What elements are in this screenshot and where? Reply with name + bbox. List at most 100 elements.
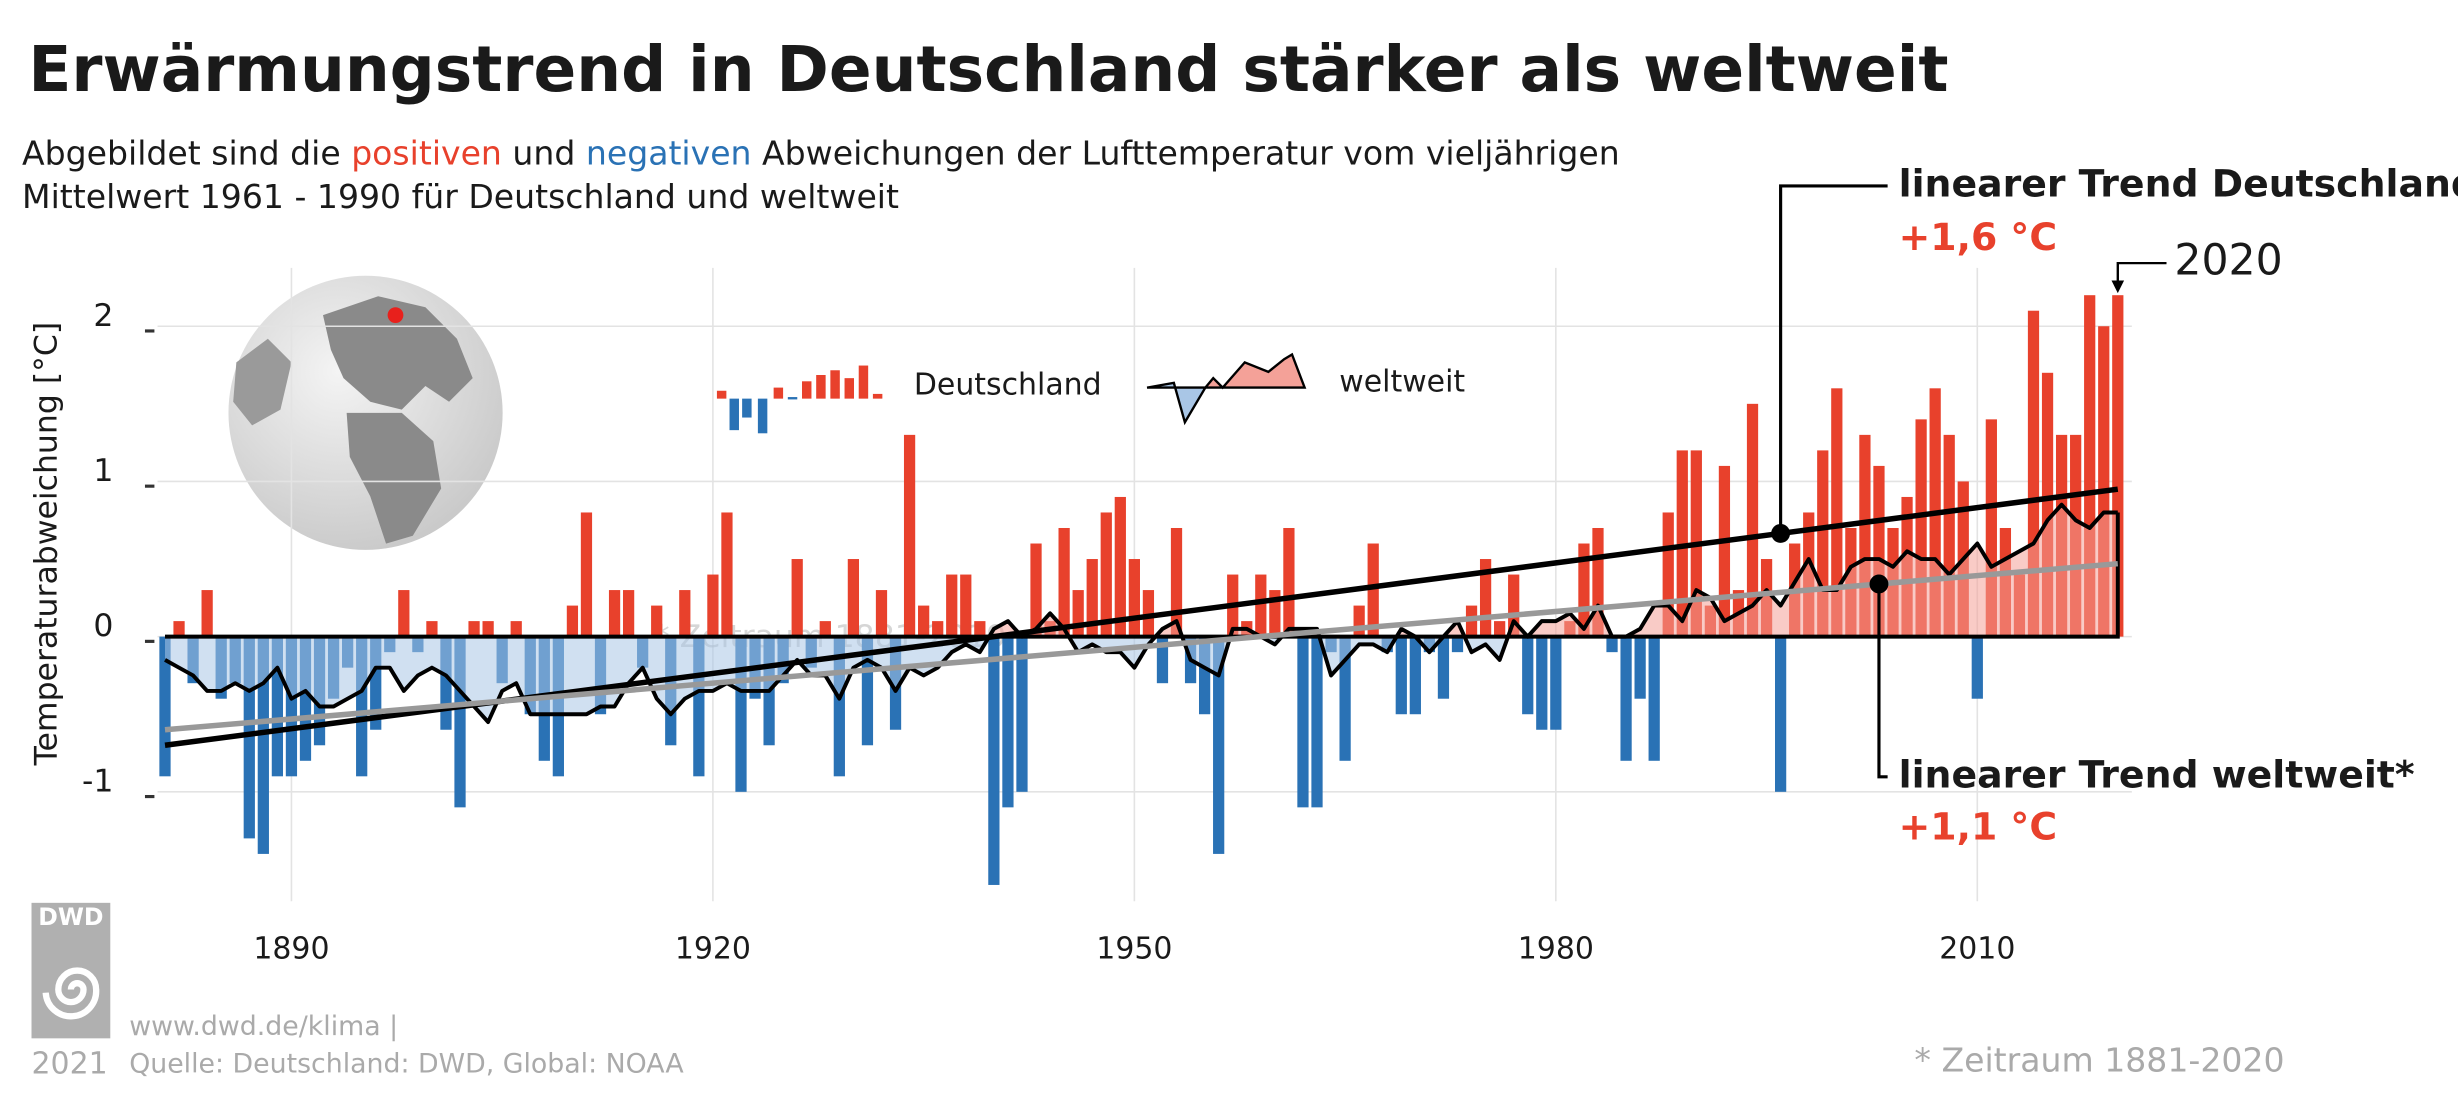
bar [454, 636, 466, 808]
bar [1311, 636, 1323, 808]
subtitle-part: Abgebildet sind die [22, 133, 351, 172]
subtitle: Abgebildet sind die positiven und negati… [22, 133, 1620, 172]
trend-change: +1,1 °C [1899, 804, 2057, 848]
bar [1592, 527, 1604, 637]
bar [2084, 295, 2096, 637]
bar [1016, 636, 1028, 792]
bar [1072, 590, 1084, 637]
bar [1086, 559, 1098, 637]
bar [1606, 636, 1618, 653]
bar [173, 621, 185, 637]
bar [1494, 621, 1506, 637]
bar [482, 621, 494, 637]
x-tick-label: 1920 [675, 932, 751, 967]
bar [257, 636, 269, 854]
y-axis-label: Temperaturabweichung [°C] [28, 322, 64, 767]
bar [1479, 559, 1492, 637]
bar [932, 621, 944, 637]
area-positive [989, 504, 2118, 637]
chart-title: Erwärmungstrend in Deutschland stärker a… [28, 33, 1948, 106]
bar [1620, 636, 1632, 761]
bar [1718, 465, 1731, 637]
subtitle-part: und [502, 133, 586, 172]
bar [510, 621, 522, 637]
callout-arrow [2116, 261, 2167, 287]
bar [1002, 636, 1014, 808]
bar [1943, 434, 1955, 637]
x-tick-label: 1890 [253, 932, 329, 967]
bar [1283, 527, 1295, 637]
y-tick-label: 2 [93, 298, 113, 334]
bar [622, 590, 635, 637]
trend-marker [1869, 574, 1889, 594]
bar [861, 636, 874, 746]
bar [1676, 450, 1688, 637]
bar [791, 559, 803, 637]
bar [1508, 574, 1520, 637]
bar [2098, 326, 2110, 637]
logo-text: DWD [38, 903, 103, 931]
x-tick-label: 2010 [1939, 932, 2015, 967]
bar [679, 590, 691, 637]
bar [903, 434, 916, 637]
bar [440, 636, 452, 730]
bar [468, 621, 480, 637]
subtitle-positive: positiven [351, 133, 502, 172]
bar [1817, 450, 1829, 637]
bar [707, 574, 719, 637]
bar [875, 590, 888, 637]
bar [1100, 512, 1112, 637]
legend-icon-bars [716, 365, 883, 434]
leader-line [1877, 583, 1888, 779]
legend: Deutschland weltweit [716, 352, 1465, 434]
bar [1030, 543, 1042, 637]
bar [370, 636, 382, 730]
legend-icon-area [1146, 352, 1307, 426]
y-tick-label: -1 [82, 763, 113, 799]
bar [299, 636, 312, 761]
bar [1648, 636, 1660, 761]
subtitle-part: Abweichungen der Lufttemperatur vom viel… [752, 133, 1620, 172]
x-tick-label: 1980 [1518, 932, 1594, 967]
bar [1142, 590, 1155, 637]
logo-spiral [42, 967, 100, 1020]
bar [1213, 636, 1225, 854]
leader-line [1779, 184, 1888, 534]
callout-label: 2020 [2174, 237, 2282, 286]
bar [735, 636, 747, 792]
bar [1395, 636, 1407, 715]
bar [819, 621, 831, 637]
bar [693, 636, 705, 777]
line [164, 502, 2118, 724]
bar [580, 512, 593, 637]
bar [2112, 295, 2124, 637]
bar [1058, 527, 1070, 637]
trend-change: +1,6 °C [1899, 215, 2057, 259]
bar [566, 605, 579, 637]
bar [1746, 403, 1759, 637]
bar [1662, 512, 1674, 637]
globe-land [323, 296, 473, 410]
bar [1634, 636, 1646, 699]
area-negative [164, 636, 2118, 722]
bar [243, 636, 255, 839]
trend-label: linearer Trend weltweit* [1899, 752, 2415, 796]
bar [1873, 465, 1885, 637]
bar [201, 590, 213, 637]
bar [1859, 434, 1871, 637]
bar [1198, 636, 1211, 715]
bar [426, 621, 438, 637]
bar [833, 636, 845, 777]
bar [988, 636, 1000, 885]
callout-arrowhead [2111, 280, 2125, 294]
bar [2041, 372, 2054, 637]
bar [721, 512, 733, 637]
bar [1297, 636, 1309, 808]
bar [1367, 543, 1379, 637]
bar [960, 574, 972, 637]
bar [1114, 496, 1126, 637]
trend-marker [1771, 523, 1791, 543]
